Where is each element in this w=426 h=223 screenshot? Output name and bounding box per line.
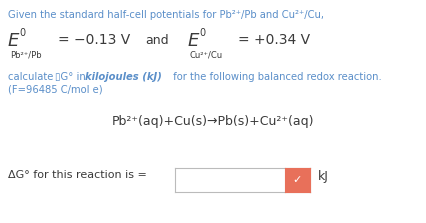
Text: and: and (145, 34, 168, 47)
Text: kJ: kJ (317, 170, 328, 183)
Text: kilojoules (kJ): kilojoules (kJ) (85, 72, 161, 82)
Text: E: E (187, 32, 199, 50)
Text: = −0.13 V: = −0.13 V (58, 33, 130, 47)
Text: ✓: ✓ (292, 175, 302, 185)
Text: for the following balanced redox reaction.: for the following balanced redox reactio… (170, 72, 381, 82)
Text: (F=96485 C/mol e): (F=96485 C/mol e) (8, 84, 102, 94)
Text: Given the standard half-cell potentials for Pb²⁺/Pb and Cu²⁺/Cu,: Given the standard half-cell potentials … (8, 10, 323, 20)
Text: calculate: calculate (8, 72, 56, 82)
Text: Cu²⁺/Cu: Cu²⁺/Cu (190, 50, 223, 59)
Text: = +0.34 V: = +0.34 V (237, 33, 309, 47)
Text: 0: 0 (19, 28, 25, 38)
Text: Pb²⁺(aq)+Cu(s)→Pb(s)+Cu²⁺(aq): Pb²⁺(aq)+Cu(s)→Pb(s)+Cu²⁺(aq) (112, 115, 314, 128)
Text: E: E (8, 32, 19, 50)
Text: ΔG° for this reaction is =: ΔG° for this reaction is = (8, 170, 150, 180)
Text: 0: 0 (199, 28, 204, 38)
Text: Pb²⁺/Pb: Pb²⁺/Pb (10, 50, 41, 59)
Text: ▯G° in: ▯G° in (55, 72, 89, 82)
